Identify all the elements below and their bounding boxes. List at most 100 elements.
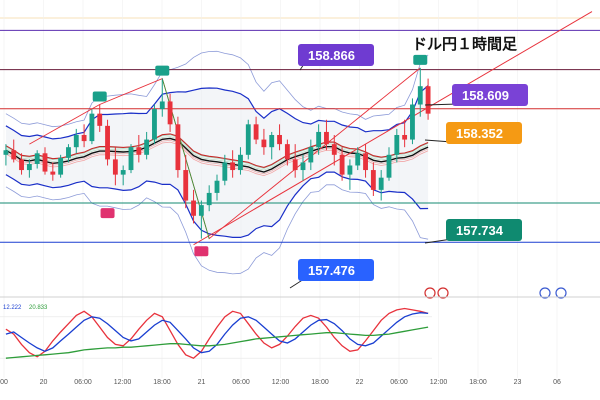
- candle-body: [417, 86, 423, 105]
- candlesticks: [3, 67, 431, 239]
- event-icon: [555, 287, 567, 299]
- candle-body: [230, 162, 236, 171]
- candle-body: [324, 131, 329, 145]
- candle-body: [292, 159, 298, 171]
- time-tick-label: 18:00: [469, 379, 487, 386]
- event-icons: [424, 287, 567, 299]
- callout-box: [446, 219, 522, 241]
- time-tick-label: 00: [0, 379, 8, 386]
- candle-body: [222, 162, 228, 181]
- outer-upper-band: [5, 50, 429, 128]
- candle-body: [363, 153, 368, 171]
- rising-trendline: [193, 11, 593, 246]
- callout-label: 158.866: [308, 48, 355, 63]
- candle-body: [159, 101, 165, 110]
- candle-body: [42, 153, 48, 172]
- time-tick-label: 12:00: [114, 379, 132, 386]
- candle-body: [277, 134, 282, 145]
- candle-body: [378, 177, 384, 190]
- candle-body: [284, 144, 290, 160]
- swing-marker: [155, 65, 170, 76]
- candle-body: [97, 113, 103, 126]
- outer-lower-band: [5, 184, 429, 275]
- candle-body: [50, 171, 56, 175]
- candle-body: [191, 200, 196, 216]
- candle-body: [183, 170, 189, 201]
- candle-body: [316, 131, 322, 148]
- candle-body: [89, 113, 95, 142]
- event-icon: [437, 287, 449, 299]
- callout-label: 158.609: [462, 88, 509, 103]
- time-tick-label: 06:00: [74, 379, 92, 386]
- candle-body: [370, 170, 376, 190]
- candle-body: [308, 147, 314, 163]
- candle-body: [245, 124, 251, 155]
- osc-value-label: 20.833: [29, 305, 48, 311]
- swing-marker: [100, 208, 115, 219]
- candle-body: [19, 159, 24, 171]
- candle-body: [198, 205, 204, 216]
- candle-body: [58, 157, 64, 175]
- high-low-markers: [92, 54, 428, 257]
- candle-body: [167, 101, 173, 125]
- candle-body: [105, 125, 110, 160]
- candle-body: [175, 124, 181, 171]
- candle-body: [120, 170, 126, 175]
- swing-marker: [413, 54, 428, 65]
- candle-body: [425, 86, 431, 114]
- callout-box: [452, 84, 528, 106]
- candle-body: [253, 124, 259, 140]
- candle-body: [3, 150, 9, 155]
- candle-body: [34, 153, 40, 164]
- time-tick-label: 06: [553, 379, 561, 386]
- candle-body: [410, 104, 415, 140]
- candle-body: [402, 134, 408, 140]
- time-axis: 00 20 06:00 12:00 18:00 21 06:00 12:00 18:00 22 06…: [0, 379, 561, 386]
- candle-body: [144, 139, 150, 155]
- time-tick-label: 18:00: [153, 379, 171, 386]
- oscillator-labels: 12.222 20.833: [3, 305, 48, 311]
- candle-body: [300, 162, 306, 171]
- callout-box: [298, 259, 374, 281]
- candle-body: [73, 134, 79, 148]
- candle-body: [128, 147, 134, 171]
- oscillator-pane: [0, 307, 432, 359]
- candle-body: [152, 109, 157, 140]
- osc-line: [5, 312, 429, 354]
- event-icon: [539, 287, 551, 299]
- callout-box: [446, 122, 522, 144]
- event-icon: [424, 287, 436, 299]
- grid: [0, 0, 600, 378]
- callout-label: 157.734: [456, 223, 504, 238]
- candle-body: [355, 153, 361, 166]
- callout-label: 157.476: [308, 263, 355, 278]
- callout-box: [298, 44, 374, 66]
- candle-body: [339, 154, 345, 175]
- time-tick-label: 21: [198, 379, 206, 386]
- candle-body: [386, 154, 392, 178]
- candle-body: [238, 154, 243, 171]
- chart-title: ドル円１時間足: [412, 35, 518, 53]
- candle-body: [81, 134, 87, 142]
- lower-band: [5, 171, 429, 238]
- time-tick-label: 06:00: [232, 379, 250, 386]
- time-tick-label: 18:00: [311, 379, 329, 386]
- time-tick-label: 12:00: [272, 379, 290, 386]
- callout-label: 158.352: [456, 126, 503, 141]
- candle-body: [214, 180, 220, 193]
- time-tick-label: 12:00: [430, 379, 448, 386]
- time-tick-label: 22: [356, 379, 364, 386]
- level-callouts: 158.866 158.609 158.352 157.734 157.476: [289, 44, 528, 289]
- candle-body: [347, 165, 353, 175]
- osc-line: [5, 307, 429, 359]
- candle-body: [394, 134, 400, 155]
- candle-body: [112, 159, 118, 175]
- candle-body: [331, 144, 337, 155]
- time-tick-label: 06:00: [390, 379, 408, 386]
- swing-marker: [92, 91, 107, 102]
- candle-body: [66, 147, 71, 158]
- candle-body: [136, 147, 142, 155]
- osc-value-label: 12.222: [3, 305, 22, 311]
